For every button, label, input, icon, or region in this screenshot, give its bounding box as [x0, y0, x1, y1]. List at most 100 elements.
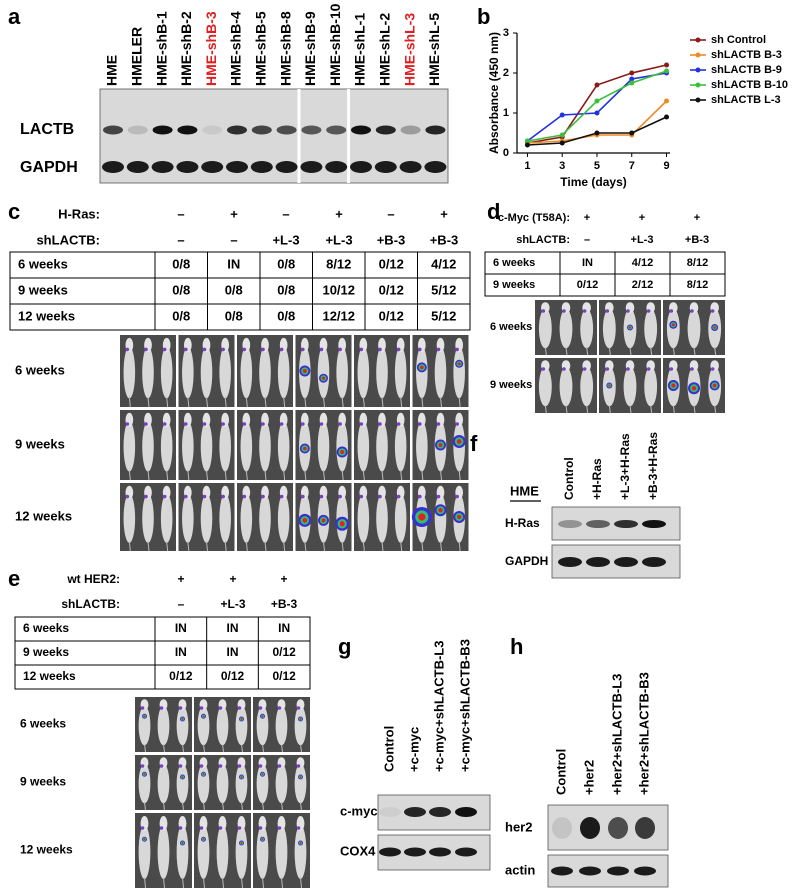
signal-spot [178, 764, 183, 768]
signal-blob [608, 384, 611, 387]
legend-marker [695, 67, 701, 73]
mouse-body [157, 705, 170, 746]
mouse-tail [714, 347, 717, 356]
mouse-tail [608, 347, 611, 356]
signal-spot [396, 494, 401, 499]
lane-label: HME-shB-5 [253, 11, 269, 86]
mouse-body [644, 308, 658, 349]
mouse-tail [182, 802, 184, 811]
legend-label: shLACTB B-3 [711, 49, 782, 61]
signal-spot [418, 422, 422, 426]
table-cell: 0/12 [272, 669, 296, 683]
signal-spot [418, 347, 422, 352]
signal-spot [359, 422, 364, 426]
signal-blob [302, 369, 307, 373]
mouse-tail [608, 405, 611, 414]
mouse-body [644, 366, 658, 407]
mouse-tail [128, 470, 131, 481]
signal-blob [261, 838, 264, 841]
row-label: 12 weeks [18, 308, 75, 323]
mouse-tail [166, 541, 169, 552]
blot-band [404, 847, 426, 857]
mouse-tail [629, 405, 632, 414]
blot-band [586, 520, 610, 528]
mouse-body [256, 825, 269, 879]
table-cell: 0/12 [379, 256, 404, 271]
mouse-tail [163, 877, 165, 889]
row-label: c-myc [340, 803, 378, 818]
panel-letter: a [8, 4, 21, 29]
signal-spot [646, 367, 651, 371]
signal-blob [299, 776, 302, 778]
signal-spot [261, 494, 265, 499]
table-cell: 0/12 [379, 308, 404, 323]
mouse-tail [187, 541, 190, 552]
mouse-tail [362, 470, 365, 481]
blot-band [250, 161, 273, 173]
blot-band [455, 807, 477, 817]
mouse-body [200, 493, 213, 543]
signal-spot [396, 347, 401, 352]
blot-band [375, 125, 396, 135]
signal-spot [378, 494, 382, 499]
signal-blob [321, 376, 326, 380]
mouse-body [219, 493, 231, 543]
mouse-tail [440, 396, 442, 408]
table-cell: 0/8 [172, 308, 190, 323]
table-cell: IN [175, 621, 187, 635]
table-cell: 8/12 [687, 257, 708, 269]
signal-spot [541, 309, 546, 313]
condition-value: – [177, 232, 184, 247]
blot-band [607, 866, 629, 876]
mouse-body [317, 421, 330, 472]
signal-spot [125, 494, 130, 499]
mouse-body [259, 346, 271, 399]
lane-label: +her2 [581, 760, 596, 795]
signal-spot [710, 309, 715, 313]
mouse-body [580, 366, 594, 407]
panel-letter: c [8, 199, 20, 224]
mouse-tail [544, 405, 547, 414]
row-label: 9 weeks [493, 279, 535, 291]
x-tick-label: 5 [594, 160, 600, 172]
condition-value: – [282, 206, 289, 221]
signal-spot [277, 706, 282, 710]
condition-value: +B-3 [430, 232, 459, 247]
lane-label: HME [104, 55, 120, 86]
condition-value: + [230, 206, 238, 221]
signal-blob [181, 718, 184, 720]
signal-spot [378, 422, 382, 426]
blot-band [399, 161, 422, 173]
mouse-tail [241, 802, 243, 811]
mouse-tail [222, 744, 224, 753]
lane-label: HME-shB-8 [277, 11, 293, 86]
table-cell: 0/8 [172, 282, 190, 297]
signal-spot [159, 826, 164, 830]
signal-spot [184, 494, 188, 499]
signal-spot [221, 494, 225, 499]
mouse-body [394, 421, 407, 472]
mouse-body [256, 705, 269, 746]
mouse-tail [629, 347, 632, 356]
signal-spot [125, 422, 130, 426]
signal-spot [159, 706, 164, 710]
mouse-body [216, 705, 229, 746]
cell-line: HME [510, 483, 539, 498]
data-point [594, 82, 600, 88]
row-label: LACTB [20, 121, 74, 138]
signal-spot [242, 422, 247, 426]
blot-band [202, 125, 223, 135]
signal-blob [299, 842, 302, 844]
mouse-tail [304, 470, 307, 481]
mouse-tail [300, 744, 302, 753]
mouse-body [376, 421, 388, 472]
data-point [629, 70, 635, 76]
mouse-tail [264, 396, 267, 408]
mouse-body [559, 366, 573, 407]
lane-label: +her2+shLACTB-L3 [609, 674, 624, 795]
blot-band [404, 807, 426, 817]
panel-letter: g [338, 634, 351, 659]
signal-spot [237, 764, 242, 768]
mouse-body [235, 763, 248, 804]
blot-band [325, 161, 348, 173]
